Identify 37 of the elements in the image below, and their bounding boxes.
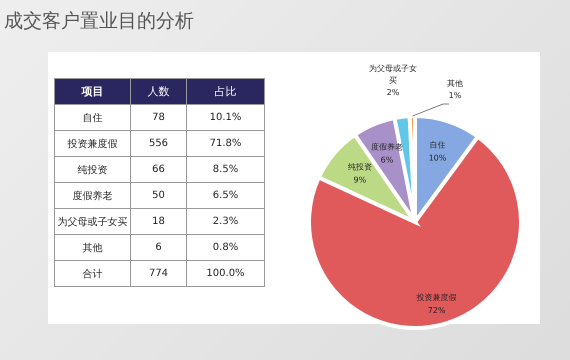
category-label: 投资兼度假 xyxy=(54,130,130,156)
text: 项目 xyxy=(54,78,130,104)
data-label: 2.3% xyxy=(186,208,264,234)
category-label: 度假养老 xyxy=(54,182,130,208)
series-label: 人数 xyxy=(130,78,186,104)
data-label: 556 xyxy=(130,130,186,156)
category-label: 自住 xyxy=(54,104,130,130)
data-label: 774 xyxy=(130,260,186,286)
data-label: 8.5% xyxy=(186,156,264,182)
data-label: 0.8% xyxy=(186,234,264,260)
category-label: 其他 xyxy=(54,234,130,260)
data-label: 71.8% xyxy=(186,130,264,156)
slice-label: 其他 xyxy=(447,79,463,88)
text: 成交客户置业目的分析 xyxy=(4,9,194,34)
data-label: 9% xyxy=(354,176,367,185)
data-label: 10.1% xyxy=(186,104,264,130)
data-label: 6% xyxy=(380,156,394,165)
text: 占比 xyxy=(186,78,264,104)
data-label: 1% xyxy=(448,91,462,100)
data-label: 2% xyxy=(386,88,400,97)
slice-label: 投资兼度假 xyxy=(416,293,457,302)
data-label: 18 xyxy=(130,208,186,234)
slice-label: 度假养老 xyxy=(371,142,403,152)
data-label: 66 xyxy=(130,156,186,182)
data-label: 10% xyxy=(428,154,447,163)
slice-label: 纯投资 xyxy=(348,162,372,172)
data-label: 100.0% xyxy=(186,260,264,286)
data-label: 50 xyxy=(130,182,186,208)
data-label: 6 xyxy=(130,234,186,260)
category-label: 合计 xyxy=(54,260,130,286)
slice-label: 为父母或子女买 xyxy=(369,64,417,85)
data-label: 72% xyxy=(428,306,446,316)
data-label: 6.5% xyxy=(186,182,264,208)
data-label: 78 xyxy=(130,104,186,130)
category-label: 为父母或子女买 xyxy=(54,208,130,234)
category-label: 纯投资 xyxy=(54,156,130,182)
slice-label: 自住 xyxy=(429,140,446,150)
